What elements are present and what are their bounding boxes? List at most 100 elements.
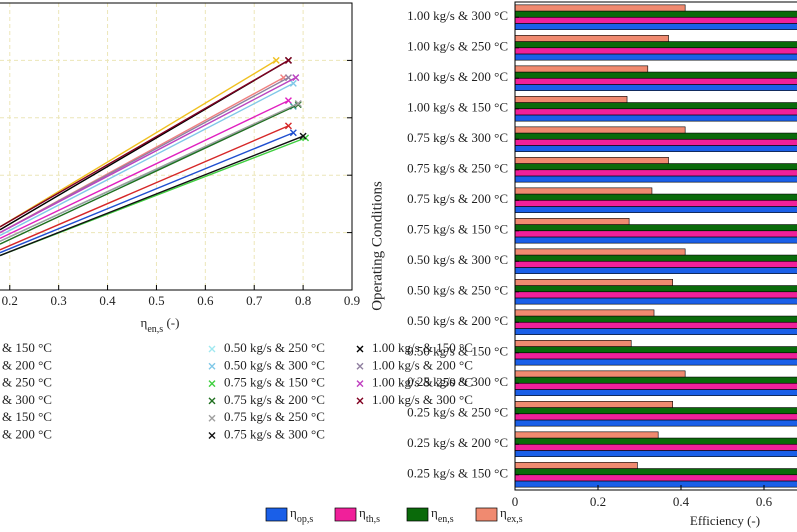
bar [515,358,797,366]
bar [515,71,797,79]
legend-label: ηex,s [500,505,523,525]
legend-label: 0.75 kg/s & 200 °C [224,392,325,407]
x-tick-label: 0 [512,494,519,509]
point-marker [284,74,292,82]
x-tick-label: 0.8 [295,293,311,308]
legend-label: & 250 °C [2,375,52,390]
bar [515,340,632,347]
bar [515,108,797,116]
bar [515,346,797,354]
x-tick-label: 0.2 [2,293,18,308]
bar [515,145,797,152]
bar [515,4,686,12]
legend-marker [208,414,216,422]
series-line [0,59,277,228]
legend-label: ηth,s [359,505,380,525]
bar [515,474,797,482]
legend-marker [208,432,216,439]
x-tick-label: 0.6 [197,293,214,308]
x-tick-label: 0.5 [148,293,164,308]
bar [515,65,649,73]
y-tick-label: 0.75 kg/s & 150 °C [407,222,508,237]
bar [515,187,653,195]
series-line [0,132,294,254]
bar [515,138,797,146]
bar [515,114,797,122]
legend-swatch [265,507,288,522]
bar [515,169,797,177]
bar [515,413,797,421]
bar [515,382,797,390]
plot-area [0,3,352,290]
series-line [0,59,289,228]
y-tick-label: 1.00 kg/s & 200 °C [407,69,508,84]
x-tick-label: 0.7 [246,293,263,308]
plot-area [515,4,797,488]
y-tick-label: 0.50 kg/s & 300 °C [407,252,508,267]
bar [515,437,797,445]
legend-label: 1.00 kg/s & 200 °C [372,357,473,372]
series-line [0,102,299,242]
bar [515,328,797,335]
x-tick-label: 0.4 [99,293,116,308]
bar [515,315,797,323]
legend-label: & 200 °C [2,426,52,441]
legend-marker [356,345,364,353]
bar [515,102,797,110]
legend-label: 1.00 kg/s & 150 °C [372,340,473,355]
y-tick-label: 1.00 kg/s & 300 °C [407,8,508,23]
bar [515,376,797,384]
bar [515,236,797,244]
bar [515,35,669,42]
bar [515,16,797,24]
bar [515,321,797,329]
y-tick-label: 1.00 kg/s & 150 °C [407,100,508,115]
y-tick-label: 0.25 kg/s & 150 °C [407,466,508,481]
y-tick-label: 0.50 kg/s & 250 °C [407,283,508,298]
bar [515,163,797,171]
bar [515,407,797,415]
bar [515,230,797,238]
legend-label: 0.75 kg/s & 300 °C [224,426,325,441]
x-axis-label: Efficiency (-) [690,513,760,528]
y-tick-label: 1.00 kg/s & 250 °C [407,39,508,54]
legend-marker [208,362,216,370]
point-marker [284,56,292,64]
series-line [0,103,299,245]
bar [515,84,797,91]
legend-swatch [475,507,498,522]
bar [515,285,797,293]
bar [515,132,797,140]
series-line [0,135,304,257]
bar [515,468,797,476]
legend-marker [356,380,364,388]
legend-label: ηen,s [431,505,454,525]
y-tick-label: 0.50 kg/s & 150 °C [407,344,508,359]
point-marker [299,132,307,140]
y-tick-label: 0.75 kg/s & 200 °C [407,191,508,206]
bar [515,279,673,286]
y-tick-label: 0.75 kg/s & 300 °C [407,130,508,145]
series-line [0,82,294,237]
point-marker [289,129,297,137]
x-tick-label: 0.2 [590,494,606,509]
point-marker [284,122,292,130]
bar [515,309,655,317]
legend-marker [208,345,216,353]
y-tick-label: 0.25 kg/s & 200 °C [407,435,508,450]
point-marker [284,97,292,105]
axis-frame [514,1,797,491]
bar [515,419,797,427]
legend-label: 0.50 kg/s & 300 °C [224,357,325,372]
legend-label: 0.75 kg/s & 150 °C [224,375,325,390]
legend-label: 1.00 kg/s & 300 °C [372,392,473,407]
series-line [0,99,289,239]
bar [515,193,797,201]
bar [515,206,797,213]
bar [515,224,797,232]
y-tick-label: 0.50 kg/s & 200 °C [407,313,508,328]
bar [515,401,673,408]
bar [515,126,686,134]
